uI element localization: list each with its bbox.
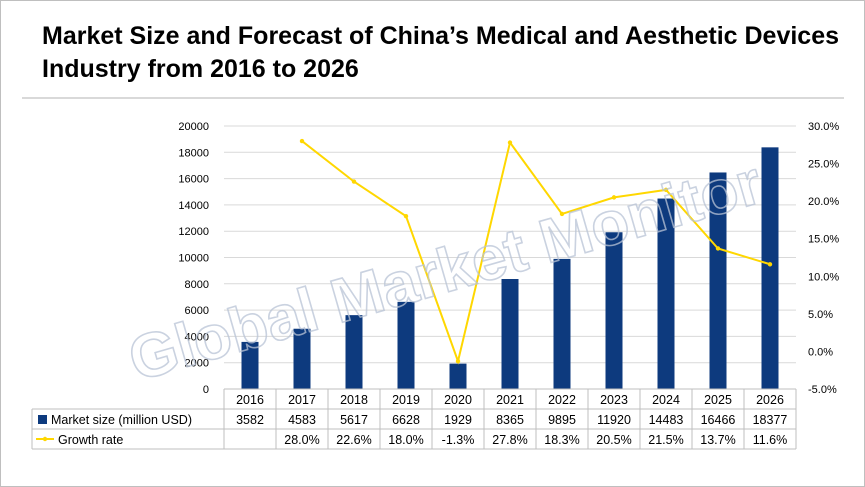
legend-key-growth-rate-marker — [42, 436, 48, 442]
y-right-tick-label: 5.0% — [808, 309, 833, 321]
growth-rate-label: 27.8% — [492, 433, 527, 447]
growth-rate-label: 18.0% — [388, 433, 423, 447]
legend-key-market-size — [38, 415, 47, 424]
growth-point-2025 — [715, 246, 721, 251]
market-size-label: 1929 — [444, 413, 472, 427]
bar-2024 — [657, 198, 675, 389]
legend-label-market-size: Market size (million USD) — [51, 413, 192, 427]
growth-point-2019 — [403, 213, 409, 219]
bar-2020 — [449, 363, 467, 389]
growth-rate-line — [301, 140, 771, 365]
market-size-label: 16466 — [701, 413, 736, 427]
y-right-tick-label: 10.0% — [808, 271, 839, 283]
bar-2019 — [397, 301, 415, 389]
bar-2025 — [709, 172, 727, 389]
market-size-label: 6628 — [392, 413, 420, 427]
y-right-tick-label: 0.0% — [808, 346, 833, 358]
market-size-label: 11920 — [597, 413, 631, 427]
market-size-label: 5617 — [340, 413, 368, 427]
growth-point-2023 — [611, 195, 617, 200]
x-tick-label: 2017 — [288, 393, 316, 407]
bar-2022 — [553, 258, 571, 389]
y-left-tick-label: 12000 — [178, 226, 209, 238]
y-right-tick-label: 20.0% — [808, 196, 839, 208]
growth-point-2024 — [663, 187, 669, 193]
title-divider — [22, 97, 844, 99]
growth-point-2018 — [351, 179, 357, 184]
x-tick-label: 2020 — [444, 393, 472, 407]
x-tick-label: 2018 — [340, 393, 368, 407]
bar-2021 — [501, 279, 519, 389]
growth-point-2022 — [559, 211, 565, 217]
growth-rate-label: 20.5% — [596, 433, 631, 447]
x-tick-label: 2024 — [652, 393, 680, 407]
bar-2026 — [761, 147, 779, 389]
growth-point-2026 — [767, 262, 773, 267]
y-left-tick-label: 6000 — [185, 305, 209, 317]
growth-point-2021 — [507, 140, 513, 145]
growth-rate-label: 21.5% — [648, 433, 683, 447]
x-tick-label: 2019 — [392, 393, 420, 407]
y-right-tick-label: 25.0% — [808, 159, 839, 171]
x-tick-label: 2022 — [548, 393, 576, 407]
x-tick-label: 2023 — [600, 393, 628, 407]
growth-rate-label: 13.7% — [700, 433, 735, 447]
market-size-label: 3582 — [236, 413, 264, 427]
x-tick-label: 2016 — [236, 393, 264, 407]
y-left-tick-label: 2000 — [185, 358, 209, 370]
market-size-label: 9895 — [548, 413, 576, 427]
y-left-tick-label: 18000 — [178, 147, 209, 159]
y-axis-left: 0 2000 4000 6000 8000 10000 12000 14000 16000 180… — [178, 121, 209, 396]
growth-rate-label: 18.3% — [544, 433, 579, 447]
x-tick-label: 2025 — [704, 393, 732, 407]
y-right-tick-label: -5.0% — [808, 384, 837, 396]
bar-2023 — [605, 232, 623, 389]
y-right-tick-label: 30.0% — [808, 121, 839, 133]
bars — [241, 147, 779, 389]
legend-label-growth-rate: Growth rate — [58, 433, 123, 447]
chart-title: Market Size and Forecast of China’s Medi… — [42, 22, 840, 83]
growth-rate-label: 28.0% — [284, 433, 319, 447]
x-tick-label: 2026 — [756, 393, 784, 407]
growth-rate-label: -1.3% — [442, 433, 475, 447]
market-size-label: 4583 — [288, 413, 316, 427]
y-left-tick-label: 14000 — [178, 200, 209, 212]
y-left-tick-label: 4000 — [185, 331, 209, 343]
y-left-tick-label: 20000 — [178, 121, 209, 133]
data-table: 2016 2017 2018 2019 2020 2021 2022 2023 2024 2025… — [31, 388, 797, 450]
y-right-tick-label: 15.0% — [808, 234, 839, 246]
growth-rate-label: 22.6% — [336, 433, 371, 447]
y-left-tick-label: 10000 — [178, 253, 209, 265]
growth-line — [299, 138, 773, 365]
growth-rate-label: 11.6% — [753, 433, 788, 447]
y-axis-right: -5.0% 0.0% 5.0% 10.0% 15.0% 20.0% 25.0% 30.0% — [808, 121, 839, 396]
growth-point-2020 — [455, 358, 461, 364]
market-size-label: 14483 — [649, 413, 684, 427]
x-tick-label: 2021 — [496, 393, 524, 407]
market-size-label: 18377 — [753, 413, 788, 427]
y-left-tick-label: 8000 — [185, 279, 209, 291]
market-size-label: 8365 — [496, 413, 524, 427]
y-left-tick-label: 0 — [203, 384, 209, 396]
bar-2016 — [241, 341, 259, 389]
growth-point-2017 — [299, 138, 305, 144]
bar-2017 — [293, 328, 311, 389]
y-left-tick-label: 16000 — [178, 174, 209, 186]
bar-2018 — [345, 315, 363, 389]
